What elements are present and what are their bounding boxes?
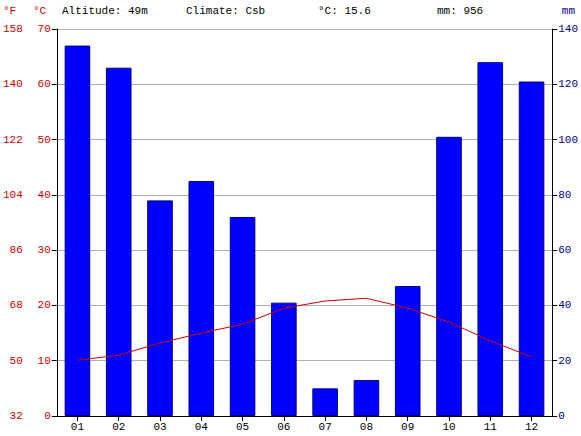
svg-text:05: 05: [236, 421, 249, 433]
svg-text:158: 158: [3, 23, 23, 35]
svg-text:68: 68: [10, 299, 23, 311]
svg-text:mm: 956: mm: 956: [437, 5, 483, 17]
svg-text:10: 10: [38, 355, 51, 367]
svg-text:06: 06: [277, 421, 290, 433]
svg-text:140: 140: [3, 78, 23, 90]
svg-text:09: 09: [401, 421, 414, 433]
svg-text:02: 02: [112, 421, 125, 433]
svg-text:0: 0: [558, 410, 565, 422]
svg-text:104: 104: [3, 189, 23, 201]
svg-text:Climate: Csb: Climate: Csb: [186, 5, 265, 17]
svg-text:03: 03: [153, 421, 166, 433]
svg-text:50: 50: [10, 355, 23, 367]
svg-text:0: 0: [44, 410, 51, 422]
svg-text:80: 80: [558, 189, 571, 201]
svg-text:70: 70: [38, 23, 51, 35]
svg-text:100: 100: [558, 134, 578, 146]
svg-text:32: 32: [10, 410, 23, 422]
svg-text:08: 08: [360, 421, 373, 433]
svg-text:40: 40: [558, 299, 571, 311]
svg-text:140: 140: [558, 23, 578, 35]
svg-text:30: 30: [38, 244, 51, 256]
svg-text:04: 04: [195, 421, 209, 433]
svg-text:12: 12: [525, 421, 538, 433]
svg-text:20: 20: [38, 299, 51, 311]
svg-text:122: 122: [3, 134, 23, 146]
svg-text:86: 86: [10, 244, 23, 256]
svg-text:°C: °C: [33, 5, 47, 17]
svg-text:40: 40: [38, 189, 51, 201]
svg-text:120: 120: [558, 78, 578, 90]
svg-text:20: 20: [558, 355, 571, 367]
svg-text:°F: °F: [3, 5, 16, 17]
svg-text:°C: 15.6: °C: 15.6: [318, 5, 371, 17]
svg-text:60: 60: [38, 78, 51, 90]
svg-text:Altitude: 49m: Altitude: 49m: [62, 5, 148, 17]
svg-text:mm: mm: [562, 5, 576, 17]
svg-text:60: 60: [558, 244, 571, 256]
svg-text:10: 10: [442, 421, 455, 433]
svg-text:50: 50: [38, 134, 51, 146]
svg-text:07: 07: [319, 421, 332, 433]
svg-text:11: 11: [484, 421, 498, 433]
svg-text:01: 01: [71, 421, 85, 433]
